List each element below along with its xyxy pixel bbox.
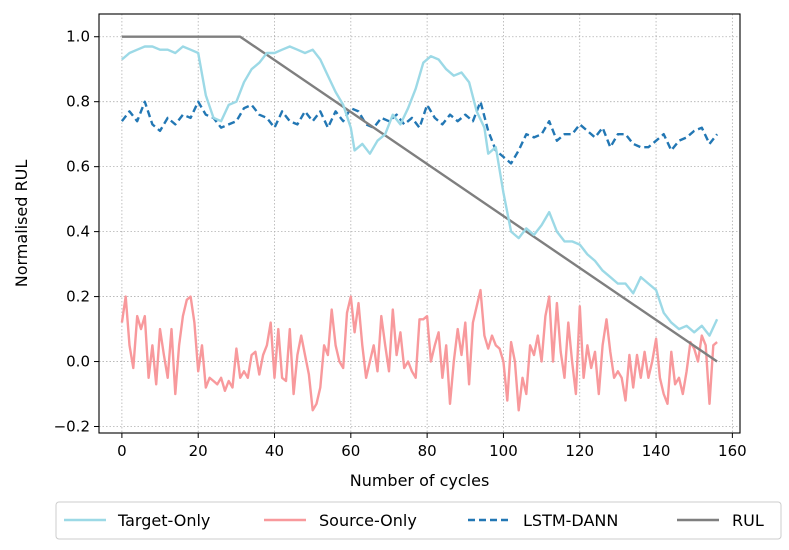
legend-label: Target-Only xyxy=(117,511,210,530)
x-tick-label: 120 xyxy=(565,442,594,460)
legend-box xyxy=(55,501,782,540)
legend: Target-Only Source-Only LSTM-DANN RUL xyxy=(55,501,782,540)
x-tick-label: 160 xyxy=(718,442,747,460)
plot-frame xyxy=(98,13,741,434)
series-line-target-only xyxy=(121,45,719,337)
x-tick-label: 100 xyxy=(489,442,518,460)
legend-label: Source-Only xyxy=(319,511,417,530)
y-tick-label: 0.4 xyxy=(66,223,90,241)
series-layer xyxy=(120,35,719,412)
legend-label: LSTM-DANN xyxy=(523,511,618,530)
x-tick-label: 60 xyxy=(341,442,360,460)
axis-ticks: 0 20 40 60 80 100 120 140 160 −0.2 0.0 0.2 0.4 0.6 0.8… xyxy=(54,28,747,460)
y-tick-label: 0.8 xyxy=(66,93,90,111)
x-tick-label: 80 xyxy=(418,442,437,460)
legend-label: RUL xyxy=(732,511,764,530)
series-line-lstm-dann xyxy=(120,100,719,165)
y-tick-label: 0.6 xyxy=(66,158,90,176)
y-tick-label: −0.2 xyxy=(54,418,90,436)
x-tick-label: 0 xyxy=(117,442,127,460)
y-tick-label: 0.2 xyxy=(66,288,90,306)
series-line-source-only xyxy=(120,288,718,412)
y-tick-label: 1.0 xyxy=(66,28,90,46)
x-tick-label: 20 xyxy=(189,442,208,460)
x-axis-label: Number of cycles xyxy=(350,471,490,490)
x-tick-label: 40 xyxy=(265,442,284,460)
series-line-rul xyxy=(121,35,718,363)
y-tick-label: 0.0 xyxy=(66,353,90,371)
y-axis-label: Normalised RUL xyxy=(12,160,31,288)
x-tick-label: 140 xyxy=(642,442,671,460)
